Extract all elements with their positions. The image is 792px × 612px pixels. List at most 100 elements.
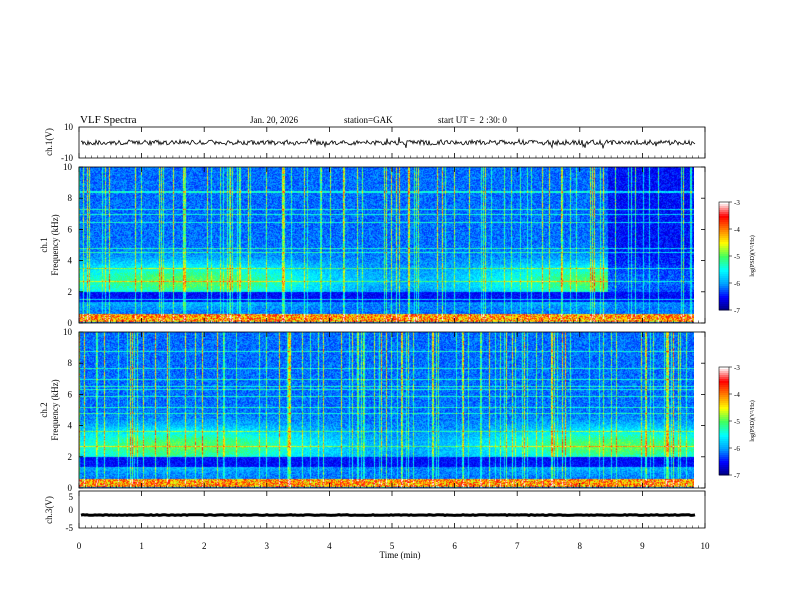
colorbar-segment (719, 407, 729, 410)
ch3-waveform-ylabel: ch.3(V) (44, 496, 54, 524)
colorbar-tick-label: -3 (734, 199, 740, 207)
colorbar-segment (719, 453, 729, 456)
colorbar-segment (719, 216, 729, 219)
freq-tick-label: 8 (68, 193, 73, 203)
colorbar-segment (719, 463, 729, 466)
time-tick-label: 5 (390, 541, 395, 551)
colorbar-segment (719, 467, 729, 470)
colorbar-segment (719, 443, 729, 446)
ch1-spectrogram-ylabel: Frequency (kHz) (50, 214, 60, 275)
colorbar-segment (719, 280, 729, 283)
colorbar-segment (719, 236, 729, 239)
colorbar-segment (719, 445, 729, 448)
colorbar-segment (719, 387, 729, 390)
ch1-waveform-ylabel: ch.1(V) (44, 128, 54, 156)
colorbar-segment (719, 244, 729, 247)
colorbar-segment (719, 395, 729, 398)
colorbar-segment (719, 427, 729, 430)
colorbar-segment (719, 447, 729, 450)
colorbar-segment (719, 429, 729, 432)
colorbar-segment (719, 397, 729, 400)
colorbar-segment (719, 300, 729, 303)
freq-tick-label: 4 (68, 421, 73, 431)
time-tick-label: 7 (515, 541, 520, 551)
freq-tick-label: 10 (63, 162, 73, 172)
ch3-waveform-line (80, 513, 696, 517)
colorbar-segment (719, 389, 729, 392)
colorbar-segment (719, 421, 729, 424)
colorbar-segment (719, 471, 729, 474)
ch1-spectrogram-panel: 0 2 4 6 8 10 ch.1 Frequency (kHz) -3 -4 -5 -6 -7 l… (39, 162, 756, 328)
colorbar-segment (719, 423, 729, 426)
time-tick-label: 4 (327, 541, 332, 551)
ch1-colorbar: -3 -4 -5 -6 -7 log(PSD)(V²/Hz) (718, 199, 756, 315)
colorbar-segment (719, 403, 729, 406)
colorbar-tick-label: -6 (734, 445, 740, 453)
time-tick-label: 8 (578, 541, 583, 551)
colorbar-segment (719, 202, 729, 205)
colorbar-tick-label: -3 (734, 364, 740, 372)
colorbar-segment (719, 373, 729, 376)
colorbar-segment (719, 296, 729, 299)
colorbar-segment (719, 278, 729, 281)
colorbar-segment (719, 417, 729, 420)
freq-tick-label: 2 (68, 287, 73, 297)
time-tick-label: 3 (265, 541, 270, 551)
colorbar-tick-label: -4 (734, 391, 740, 399)
freq-tick-label: 0 (68, 318, 73, 328)
colorbar-segment (719, 224, 729, 227)
freq-tick-label: 4 (68, 256, 73, 266)
colorbar-segment (719, 375, 729, 378)
colorbar-segment (719, 371, 729, 374)
colorbar-segment (719, 391, 729, 394)
colorbar-segment (719, 302, 729, 305)
time-tick-label: 10 (701, 541, 711, 551)
ch3-ytick-top: 5 (69, 492, 74, 502)
colorbar-segment (719, 286, 729, 289)
colorbar-segment (719, 435, 729, 438)
colorbar-segment (719, 431, 729, 434)
time-tick-label: 1 (139, 541, 144, 551)
freq-tick-label: 6 (68, 389, 73, 399)
colorbar-tick-label: -6 (734, 280, 740, 288)
colorbar-tick-label: -7 (734, 472, 740, 480)
colorbar-segment (719, 469, 729, 472)
ch3-waveform-frame (78, 490, 706, 529)
freq-tick-label: 6 (68, 224, 73, 234)
colorbar-segment (719, 437, 729, 440)
colorbar-segment (719, 393, 729, 396)
colorbar-segment (719, 441, 729, 444)
colorbar-label: log(PSD)(V²/Hz) (749, 235, 756, 276)
colorbar-segment (719, 451, 729, 454)
colorbar-segment (719, 210, 729, 213)
colorbar-segment (719, 204, 729, 207)
colorbar-segment (719, 433, 729, 436)
colorbar-segment (719, 206, 729, 209)
freq-tick-label: 10 (63, 327, 73, 337)
ch2-colorbar: -3 -4 -5 -6 -7 log(PSD)(V²/Hz) (718, 364, 756, 480)
time-axis: 0 1 2 3 4 5 6 7 8 9 10 (77, 127, 710, 551)
ch2-spectrogram-ylabel-channel: ch.2 (39, 402, 49, 417)
colorbar-segment (719, 276, 729, 279)
time-axis-label: Time (min) (380, 550, 421, 560)
colorbar-segment (719, 306, 729, 309)
colorbar-segment (719, 385, 729, 388)
ch1-spectrogram-ylabel-channel: ch.1 (39, 237, 49, 252)
colorbar-segment (719, 419, 729, 422)
ch1-spectrogram-image (79, 167, 694, 323)
colorbar-segment (719, 254, 729, 257)
time-tick-label: 6 (452, 541, 457, 551)
time-tick-label: 2 (202, 541, 207, 551)
colorbar-segment (719, 248, 729, 251)
colorbar-segment (719, 399, 729, 402)
colorbar-segment (719, 258, 729, 261)
colorbar-segment (719, 270, 729, 273)
colorbar-segment (719, 214, 729, 217)
colorbar-segment (719, 473, 729, 476)
colorbar-label: log(PSD)(V²/Hz) (749, 400, 756, 441)
colorbar-segment (719, 457, 729, 460)
colorbar-segment (719, 461, 729, 464)
colorbar-segment (719, 250, 729, 253)
colorbar-segment (719, 268, 729, 271)
